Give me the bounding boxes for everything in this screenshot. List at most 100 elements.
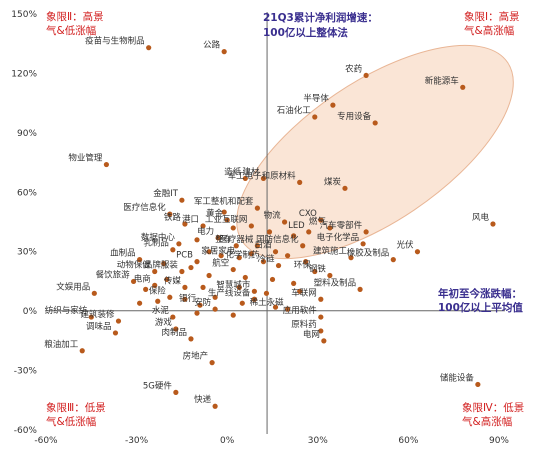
point-label: 动物保健 [117, 260, 152, 271]
data-point [112, 330, 119, 336]
point-label: 燃气 [309, 216, 327, 227]
data-point [318, 296, 324, 302]
data-point [182, 221, 188, 227]
data-point [236, 255, 242, 261]
y-tick-label: 0% [23, 307, 38, 317]
data-point [212, 403, 218, 409]
point-label: 电网 [303, 329, 320, 340]
data-point [248, 223, 254, 229]
data-point [167, 294, 173, 300]
x-tick-label: 0% [220, 436, 235, 446]
x-tick-label: -60% [34, 436, 58, 446]
data-point [79, 348, 85, 354]
point-label: 疫苗与生物制品 [85, 36, 145, 47]
data-point [230, 312, 236, 318]
quadrant-2-line-1: 象限Ⅱ：高景 [46, 10, 104, 23]
point-label: 铁路 [164, 212, 182, 223]
point-label: 数据中心 [141, 232, 176, 243]
point-label: 橡胶及制品 [347, 248, 390, 259]
point-label: 传媒 [164, 275, 182, 286]
point-label: 水泥 [152, 305, 170, 316]
data-point [164, 276, 170, 283]
data-point [206, 272, 212, 279]
x-tick-label: -30% [125, 436, 149, 446]
data-point [260, 259, 267, 265]
data-point [182, 296, 188, 302]
point-label: 白酒 [255, 240, 273, 251]
point-label: 光伏 [396, 240, 414, 251]
point-label: 安防 [194, 297, 212, 308]
data-point [88, 314, 94, 320]
data-point [363, 229, 369, 235]
tick-labels: -60% -30% 0% 30% 60% 90% 150% 120% 90% 60% 30% 0% -3… [11, 10, 509, 446]
point-label: 文娱用品 [56, 281, 90, 292]
y-tick-label: -30% [14, 367, 38, 377]
data-points [79, 45, 496, 409]
return-axis-annotation-line-1: 年初至今涨跌幅： [438, 287, 522, 300]
x-tick-label: 30% [308, 436, 328, 446]
data-point [200, 284, 206, 290]
data-point [272, 249, 279, 255]
x-tick-label: 90% [489, 436, 509, 446]
data-point [327, 272, 333, 279]
point-label: 公路 [203, 40, 221, 51]
y-tick-label: 150% [11, 10, 37, 20]
data-point [224, 217, 230, 223]
data-point [170, 247, 176, 253]
data-point [372, 120, 378, 126]
data-point [269, 276, 276, 283]
data-point [167, 211, 173, 217]
data-point [281, 219, 288, 225]
data-point [152, 282, 158, 288]
data-point [266, 229, 273, 235]
point-label: 电力 [197, 226, 214, 237]
data-point [161, 261, 167, 267]
point-label: 医疗器械 [219, 234, 254, 245]
point-label: 新能源车 [425, 75, 459, 86]
data-point [306, 229, 312, 235]
data-point [152, 268, 158, 275]
data-point [291, 233, 297, 239]
data-point [318, 217, 324, 223]
point-label: 造纸 [224, 166, 242, 177]
point-label: 家居家电 [201, 246, 236, 257]
point-label: 原料药 [291, 319, 317, 330]
point-label: 肉制品 [161, 327, 187, 338]
data-point [194, 259, 200, 265]
data-point [251, 288, 257, 294]
point-label: 房地产 [183, 351, 209, 362]
data-point [297, 179, 303, 185]
data-point [318, 314, 324, 320]
point-label: 乳制品 [143, 238, 169, 249]
data-point [130, 278, 137, 285]
point-label: 石油化工 [277, 105, 312, 116]
data-point [251, 296, 257, 302]
data-point [475, 381, 481, 388]
data-point [155, 298, 161, 304]
point-label: 航空 [212, 258, 229, 269]
quadrant-2-line-2: 气&低涨幅 [46, 24, 96, 37]
data-point [254, 205, 260, 211]
data-point [242, 274, 248, 281]
data-point [230, 225, 236, 231]
point-label: 港口 [182, 214, 199, 225]
point-label: 游戏 [155, 317, 173, 328]
point-label: 血制品 [110, 248, 136, 259]
data-point [342, 185, 348, 191]
data-point [200, 223, 206, 229]
point-label: 医疗信息化 [123, 202, 166, 213]
quadrant-3-line-2: 气&低涨幅 [46, 415, 96, 428]
data-point [490, 221, 496, 227]
data-point [275, 262, 282, 269]
point-label: 风电 [472, 212, 490, 223]
data-point [115, 318, 122, 324]
data-point [137, 300, 143, 306]
data-point [173, 326, 179, 332]
point-label: 半导体 [303, 93, 329, 104]
data-point [233, 243, 239, 249]
data-point [312, 114, 318, 120]
return-axis-annotation-line-2: 100亿以上平均值 [438, 301, 523, 314]
data-point [170, 314, 176, 320]
point-label: 纺织与家纺 [45, 305, 88, 316]
